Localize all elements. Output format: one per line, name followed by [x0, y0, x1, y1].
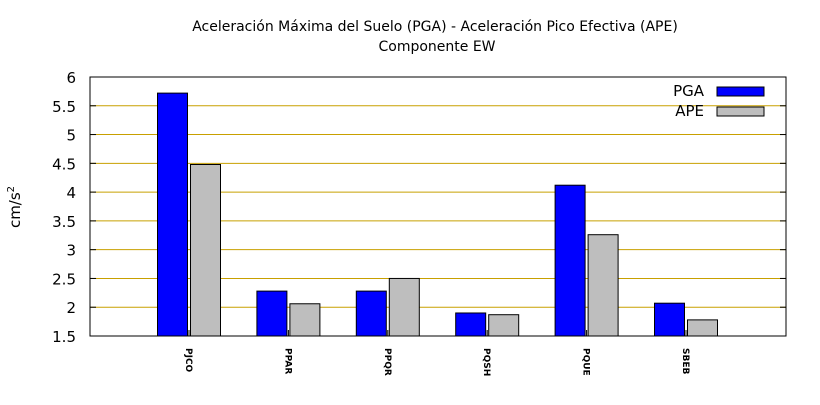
bar-pga-ppar	[256, 290, 288, 337]
y-tick-label: 4	[66, 184, 76, 202]
plot-border	[89, 76, 787, 337]
x-tick-label: PQUE	[581, 348, 591, 376]
bar-pga-pqsh	[455, 312, 487, 337]
bar-pga-pque	[554, 184, 586, 337]
y-tick-label: 2	[66, 299, 76, 317]
legend-swatch-pga	[716, 86, 765, 97]
bar-ape-pque	[587, 234, 619, 337]
y-axis-label: cm/s2	[6, 186, 24, 228]
x-tick-label: PPQR	[382, 348, 392, 376]
x-tick-label: PJCO	[183, 348, 193, 373]
y-tick-label: 3	[66, 242, 76, 260]
chart-subtitle: Componente EW	[378, 39, 495, 55]
bar-pga-ppqr	[355, 290, 387, 337]
bar-ape-ppqr	[388, 277, 420, 337]
bar-pga-sbeb	[654, 302, 685, 337]
legend-label-ape: APE	[675, 102, 704, 120]
axes: 1.5 2 2.5 3 3.5 4 4.5 5 5.5 6 PJCO PPAR PPQR PQSH PQUE…	[52, 69, 787, 376]
bar-ape-pjco	[190, 163, 221, 337]
x-tick-label: PQSH	[481, 348, 491, 376]
legend-swatch-ape	[716, 106, 765, 117]
y-tick-label: 4.5	[52, 155, 76, 173]
bar-ape-pqsh	[488, 314, 520, 337]
bars	[157, 92, 718, 337]
legend-label-pga: PGA	[673, 82, 705, 100]
bar-ape-ppar	[289, 303, 321, 337]
x-tick-label: PPAR	[282, 348, 292, 374]
y-tick-label: 2.5	[52, 270, 76, 288]
y-tick-label: 1.5	[52, 328, 76, 346]
y-tick-label: 5	[66, 127, 76, 145]
x-tick-label: SBEB	[680, 348, 690, 374]
chart-title: Aceleración Máxima del Suelo (PGA) - Ace…	[192, 19, 678, 35]
y-axis-label-exponent: 2	[6, 186, 17, 192]
legend: PGA APE	[673, 82, 765, 120]
y-tick-label: 3.5	[52, 213, 76, 231]
y-tick-label: 5.5	[52, 98, 76, 116]
bar-pga-pjco	[157, 92, 188, 337]
y-tick-label: 6	[66, 69, 76, 87]
bar-ape-sbeb	[687, 319, 718, 337]
y-axis-label-base: cm/s	[6, 192, 24, 228]
